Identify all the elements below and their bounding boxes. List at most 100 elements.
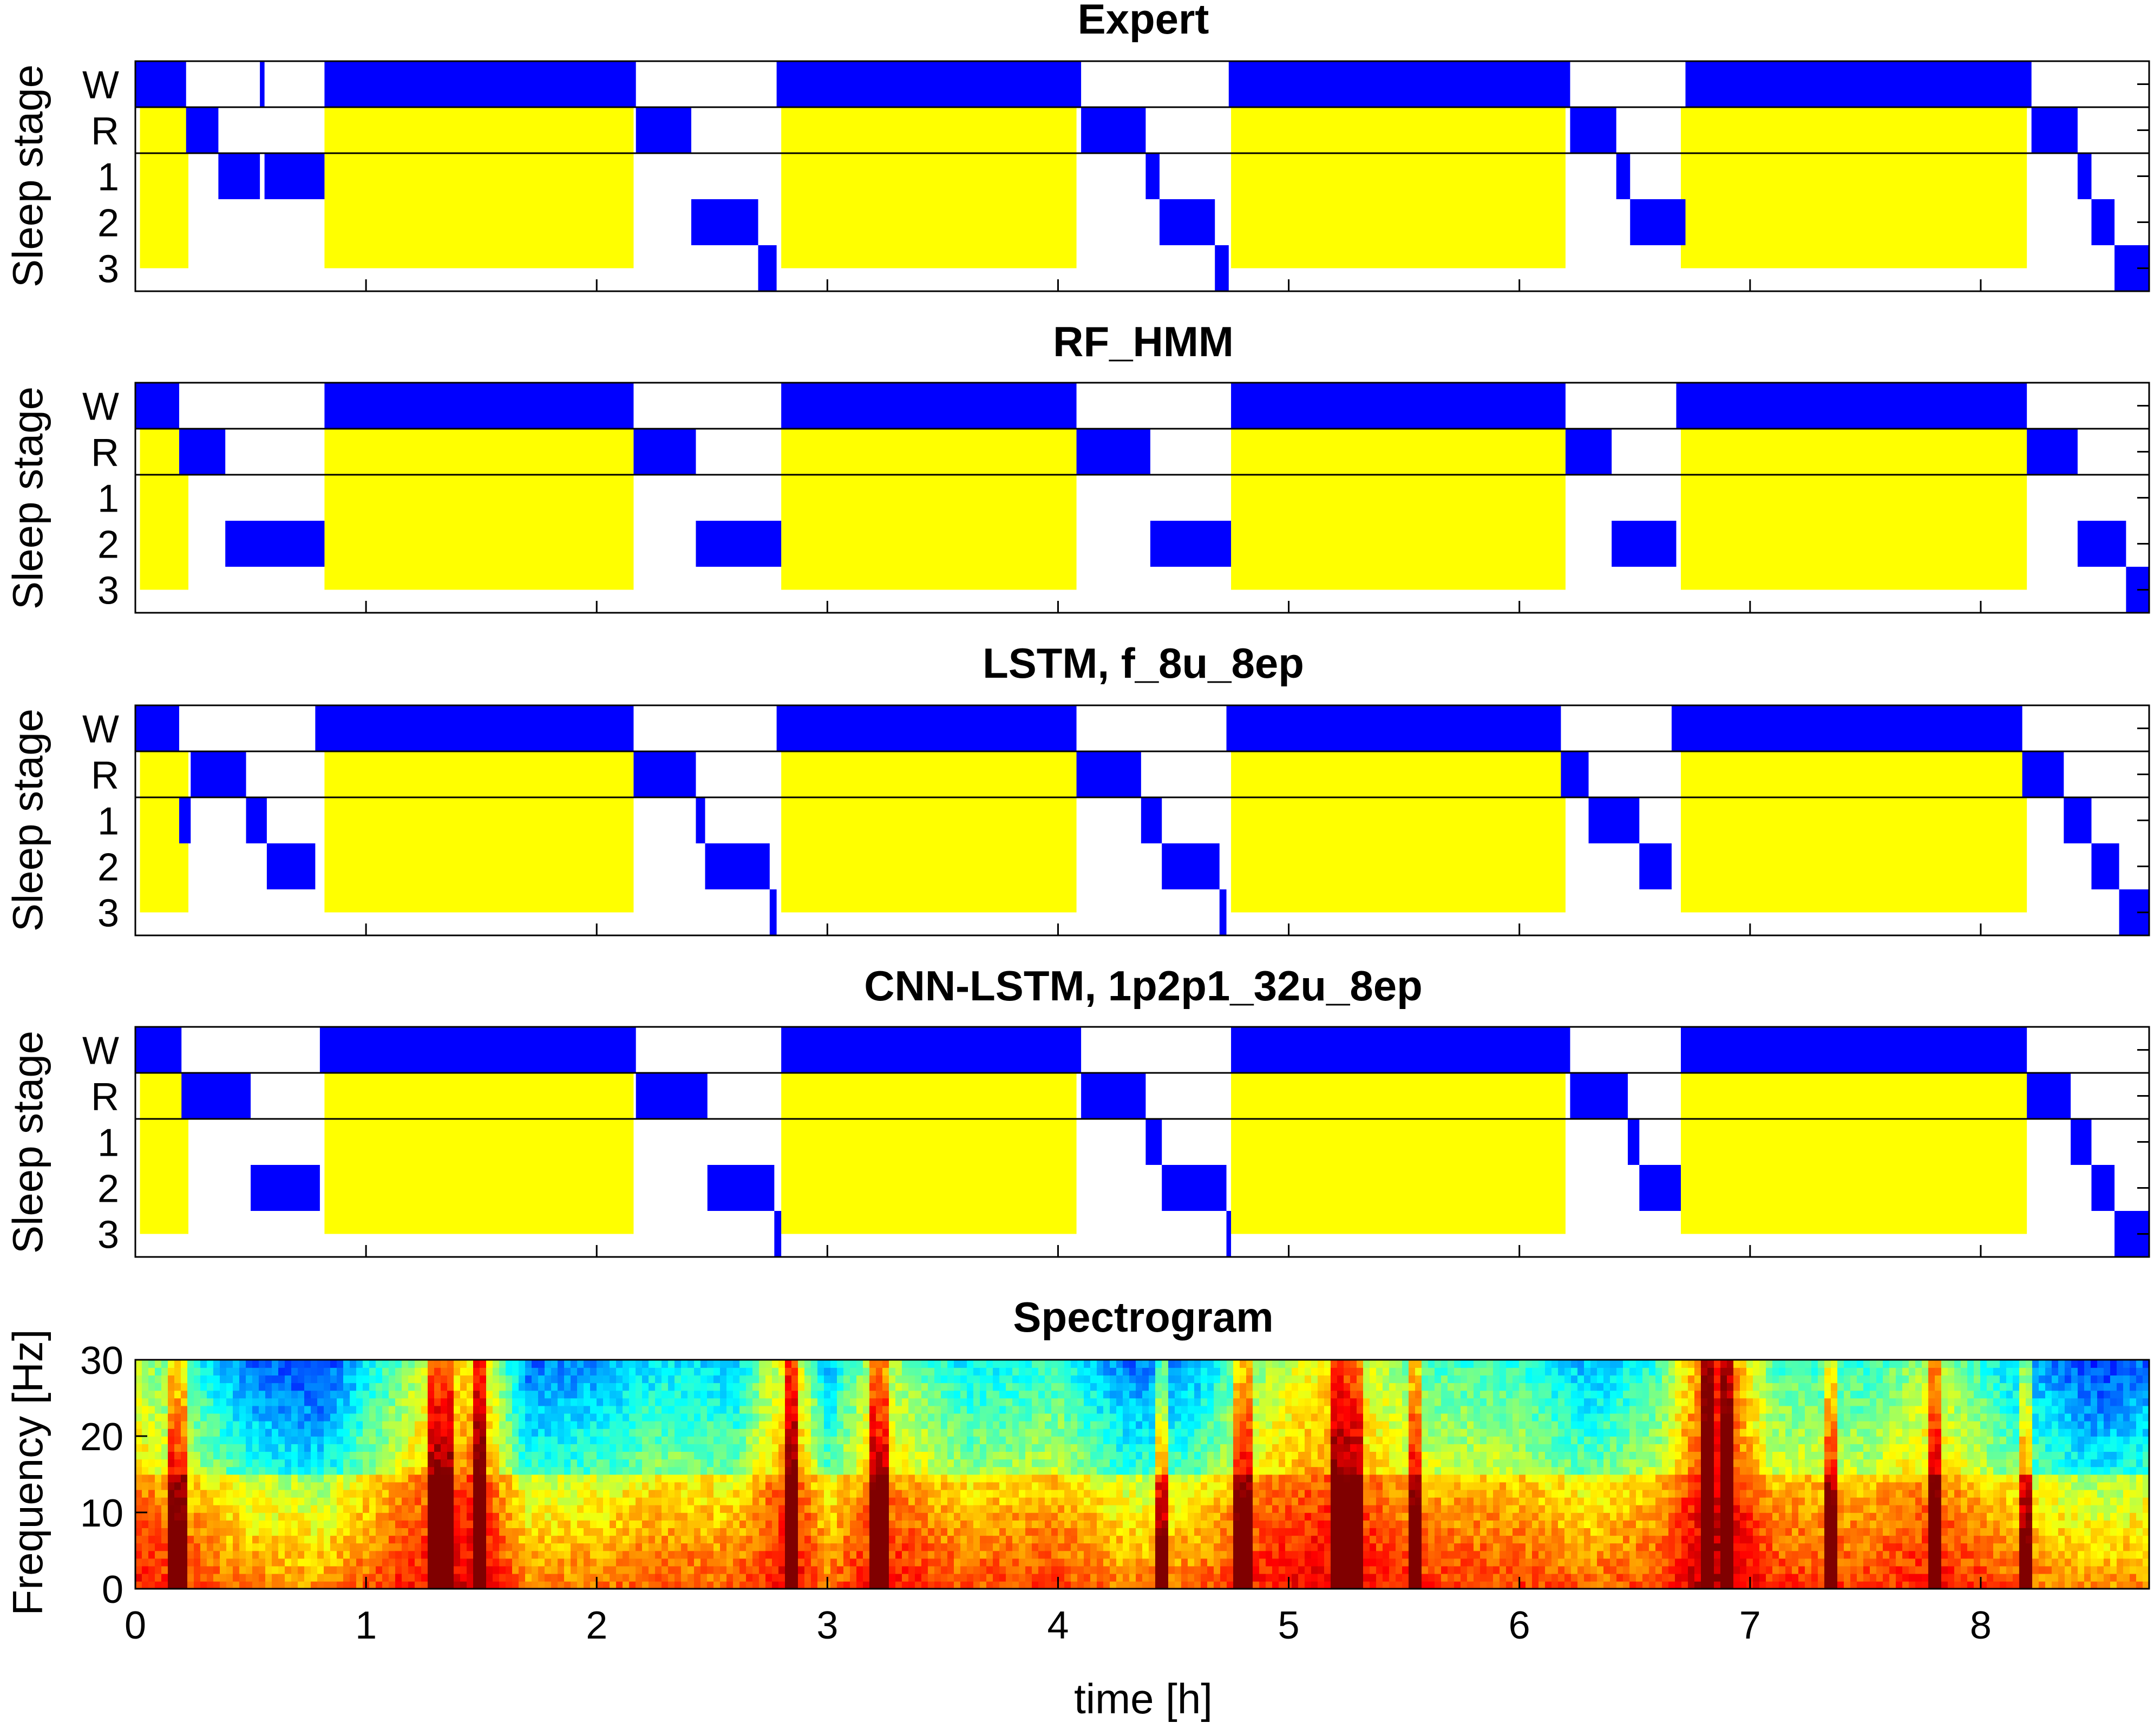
spectrogram-cell <box>460 1444 467 1452</box>
spectrogram-cell <box>967 1520 974 1528</box>
spectrogram-cell <box>395 1535 402 1544</box>
spectrogram-cell <box>713 1482 721 1490</box>
spectrogram-cell <box>947 1550 954 1559</box>
spectrogram-cell <box>207 1459 214 1468</box>
spectrogram-cell <box>843 1550 850 1559</box>
spectrogram-cell <box>655 1398 662 1406</box>
spectrogram-cell <box>999 1581 1006 1589</box>
spectrogram-cell <box>1136 1512 1143 1521</box>
spectrogram-cell <box>642 1413 649 1421</box>
spectrogram-cell <box>928 1482 935 1490</box>
spectrogram-cell <box>226 1528 233 1536</box>
spectrogram-cell <box>1097 1558 1104 1567</box>
spectrogram-cell <box>811 1375 818 1384</box>
spectrogram-cell <box>636 1474 643 1483</box>
stage-segment <box>264 153 325 199</box>
spectrogram-cell <box>629 1398 636 1406</box>
spectrogram-cell <box>278 1413 285 1421</box>
spectrogram-cell <box>415 1512 422 1521</box>
spectrogram-cell <box>155 1497 162 1505</box>
spectrogram-cell <box>421 1451 428 1460</box>
spectrogram-cell <box>1155 1390 1162 1399</box>
spectrogram-cell <box>486 1482 493 1490</box>
spectrogram-cell <box>882 1550 889 1559</box>
spectrogram-cell <box>291 1489 298 1498</box>
spectrogram-cell <box>590 1565 597 1574</box>
spectrogram-cell <box>571 1535 578 1544</box>
spectrogram-cell <box>525 1360 532 1368</box>
spectrogram-cell <box>278 1482 285 1490</box>
spectrogram-cell <box>376 1398 383 1406</box>
spectrogram-cell <box>1038 1550 1045 1559</box>
spectrogram-cell <box>889 1451 896 1460</box>
spectrogram-cell <box>467 1398 474 1406</box>
spectrogram-cell <box>928 1375 935 1384</box>
spectrogram-cell <box>1162 1367 1169 1375</box>
spectrogram-cell <box>584 1383 591 1391</box>
spectrogram-cell <box>1110 1535 1117 1544</box>
spectrogram-cell <box>636 1466 643 1475</box>
spectrogram-cell <box>1142 1390 1149 1399</box>
spectrogram-cell <box>330 1489 337 1498</box>
spectrogram-cell <box>889 1489 896 1498</box>
spectrogram-cell <box>915 1436 922 1444</box>
spectrogram-cell <box>999 1550 1006 1559</box>
spectrogram-cell <box>278 1420 285 1429</box>
spectrogram-cell <box>804 1489 811 1498</box>
spectrogram-cell <box>480 1398 487 1406</box>
spectrogram-cell <box>551 1444 558 1452</box>
spectrogram-cell <box>986 1550 993 1559</box>
spectrogram-cell <box>837 1482 844 1490</box>
spectrogram-cell <box>1149 1436 1156 1444</box>
spectrogram-cell <box>1071 1474 1078 1483</box>
spectrogram-cell <box>843 1459 850 1468</box>
spectrogram-cell <box>408 1535 415 1544</box>
spectrogram-cell <box>525 1405 532 1414</box>
spectrogram-cell <box>584 1375 591 1384</box>
spectrogram-cell <box>512 1528 519 1536</box>
spectrogram-cell <box>603 1543 610 1551</box>
spectrogram-cell <box>636 1436 643 1444</box>
spectrogram-cell <box>337 1459 344 1468</box>
spectrogram-cell <box>733 1444 740 1452</box>
spectrogram-cell <box>1064 1459 1071 1468</box>
spectrogram-cell <box>1045 1474 1052 1483</box>
spectrogram-cell <box>1097 1444 1104 1452</box>
spectrogram-cell <box>856 1550 863 1559</box>
spectrogram-cell <box>499 1360 506 1368</box>
spectrogram-cell <box>1045 1565 1052 1574</box>
spectrogram-cell <box>623 1405 630 1414</box>
spectrogram-cell <box>856 1383 863 1391</box>
spectrogram-cell <box>688 1558 695 1567</box>
spectrogram-cell <box>700 1390 708 1399</box>
spectrogram-cell <box>506 1497 513 1505</box>
spectrogram-cell <box>1155 1535 1162 1544</box>
spectrogram-cell <box>954 1360 961 1368</box>
spectrogram-cell <box>402 1367 409 1375</box>
spectrogram-cell <box>713 1558 721 1567</box>
spectrogram-cell <box>207 1474 214 1483</box>
spectrogram-cell <box>148 1466 155 1475</box>
spectrogram-cell <box>213 1451 220 1460</box>
spectrogram-cell <box>597 1420 604 1429</box>
spectrogram-cell <box>343 1367 350 1375</box>
spectrogram-cell <box>155 1383 162 1391</box>
spectrogram-cell <box>824 1383 831 1391</box>
spectrogram-cell <box>155 1459 162 1468</box>
spectrogram-cell <box>226 1360 233 1368</box>
spectrogram-cell <box>233 1451 240 1460</box>
spectrogram-cell <box>1084 1512 1091 1521</box>
spectrogram-cell <box>402 1573 409 1582</box>
spectrogram-cell <box>213 1459 220 1468</box>
spectrogram-cell <box>947 1565 954 1574</box>
spectrogram-cell <box>564 1451 571 1460</box>
spectrogram-cell <box>675 1451 682 1460</box>
spectrogram-cell <box>486 1436 493 1444</box>
spectrogram-cell <box>259 1390 266 1399</box>
spectrogram-cell <box>908 1497 915 1505</box>
spectrogram-cell <box>142 1497 149 1505</box>
spectrogram-cell <box>135 1474 142 1483</box>
spectrogram-cell <box>343 1436 350 1444</box>
spectrogram-cell <box>785 1520 792 1528</box>
spectrogram-cell <box>895 1558 902 1567</box>
